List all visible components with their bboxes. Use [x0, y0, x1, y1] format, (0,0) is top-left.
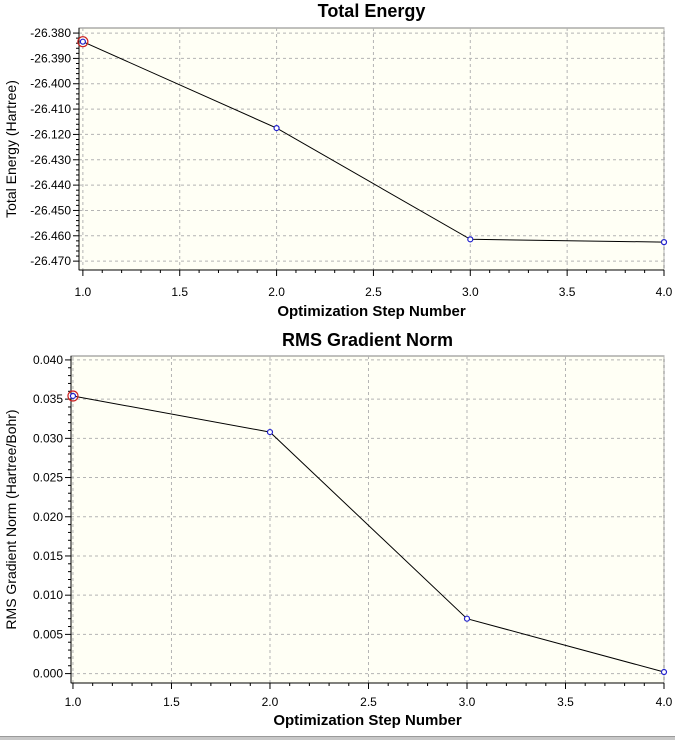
y-tick-label: -26.390 [30, 51, 71, 65]
window-bottom-border [0, 736, 675, 740]
x-tick-label: 3.5 [557, 695, 574, 709]
x-tick-label: 1.0 [75, 285, 92, 299]
y-tick-label: -26.400 [30, 77, 71, 91]
series-line [82, 41, 665, 243]
y-tick-label: -26.470 [30, 254, 71, 268]
y-tick-label: 0.010 [33, 588, 63, 602]
x-tick-label: 1.0 [65, 695, 82, 709]
x-tick-label: 4.0 [656, 695, 673, 709]
x-tick-label: 3.0 [462, 285, 479, 299]
series-line [72, 395, 665, 673]
chart-1: 1.0 1.5 2.0 2.5 3.0 3.5 4.0 -26.380 -26.390 -26.4… [3, 1, 673, 320]
data-point-highlight-ring [67, 390, 79, 402]
y-tick-label: 0.030 [33, 431, 63, 445]
chart-title: Total Energy [318, 1, 426, 21]
y-tick-label: 0.005 [33, 627, 63, 641]
y-tick-label: 0.015 [33, 549, 63, 563]
x-tick-label: 2.5 [360, 695, 377, 709]
x-tick-label: 2.0 [262, 695, 279, 709]
data-point [660, 668, 668, 676]
data-point [463, 615, 471, 622]
data-point [467, 236, 474, 243]
y-tick-label: -26.450 [30, 203, 71, 217]
data-point [273, 124, 280, 132]
chart-2: 1.0 1.5 2.0 2.5 3.0 3.5 4.0 0.040 0.035 0.030 0.02… [3, 330, 673, 729]
y-axis-label: Total Energy (Hartree) [3, 80, 19, 218]
data-point [79, 38, 86, 45]
plot-area [78, 27, 665, 271]
y-tick-label: 0.000 [33, 667, 63, 681]
y-tick-label: -26.120 [30, 127, 71, 141]
y-tick-label: 0.040 [33, 353, 63, 367]
data-point [69, 392, 77, 400]
data-point-highlight-ring [77, 36, 89, 48]
y-tick-label: 0.025 [33, 471, 63, 485]
y-tick-label: -26.410 [30, 102, 71, 116]
y-tick-label: -26.460 [30, 229, 71, 243]
x-axis-label: Optimization Step Number [277, 303, 466, 320]
x-tick-label: 2.5 [365, 285, 382, 299]
x-tick-label: 3.0 [459, 695, 476, 709]
y-tick-label: -26.430 [30, 153, 71, 167]
x-tick-label: 3.5 [559, 285, 576, 299]
x-axis-label: Optimization Step Number [273, 712, 462, 729]
y-tick-label: 0.020 [33, 510, 63, 524]
y-tick-label: -26.380 [30, 26, 71, 40]
y-axis-label: RMS Gradient Norm (Hartree/Bohr) [3, 409, 19, 629]
chart-title: RMS Gradient Norm [282, 330, 453, 350]
y-tick-label: 0.035 [33, 392, 63, 406]
y-tick-label: -26.440 [30, 178, 71, 192]
x-tick-label: 1.5 [171, 285, 188, 299]
x-tick-label: 4.0 [656, 285, 673, 299]
x-tick-label: 2.0 [268, 285, 285, 299]
data-point [266, 428, 274, 436]
data-point [660, 239, 668, 246]
x-tick-label: 1.5 [163, 695, 180, 709]
